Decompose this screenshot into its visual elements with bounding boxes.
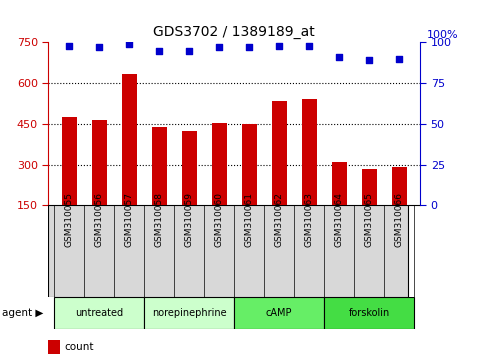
Bar: [324, 297, 414, 329]
Text: GSM310063: GSM310063: [305, 192, 314, 247]
Bar: [362, 169, 377, 205]
Bar: [182, 131, 197, 205]
Text: GSM310056: GSM310056: [95, 192, 104, 247]
Point: [275, 43, 283, 48]
Text: agent ▶: agent ▶: [2, 308, 43, 318]
Point: [396, 56, 403, 62]
Bar: [54, 297, 144, 329]
Text: GSM310059: GSM310059: [185, 192, 194, 247]
Bar: [302, 99, 317, 205]
Text: GSM310061: GSM310061: [245, 192, 254, 247]
Bar: [242, 125, 257, 205]
Point: [96, 45, 103, 50]
Point: [335, 54, 343, 60]
Bar: [62, 117, 77, 205]
Text: GSM310064: GSM310064: [335, 192, 344, 247]
Text: GSM310062: GSM310062: [275, 192, 284, 247]
Point: [126, 41, 133, 47]
Bar: [152, 127, 167, 205]
Text: count: count: [64, 342, 94, 352]
Point: [215, 45, 223, 50]
Bar: [212, 122, 227, 205]
Text: GSM310057: GSM310057: [125, 192, 134, 247]
Text: norepinephrine: norepinephrine: [152, 308, 227, 318]
Text: forskolin: forskolin: [349, 308, 390, 318]
Bar: [122, 74, 137, 205]
Bar: [392, 167, 407, 205]
Text: cAMP: cAMP: [266, 308, 293, 318]
Bar: [144, 297, 234, 329]
Text: untreated: untreated: [75, 308, 123, 318]
Bar: [272, 101, 287, 205]
Text: GSM310058: GSM310058: [155, 192, 164, 247]
Point: [365, 58, 373, 63]
Title: GDS3702 / 1389189_at: GDS3702 / 1389189_at: [154, 25, 315, 39]
Text: GSM310066: GSM310066: [395, 192, 404, 247]
Text: GSM310055: GSM310055: [65, 192, 74, 247]
Bar: [332, 162, 347, 205]
Text: GSM310065: GSM310065: [365, 192, 374, 247]
Point: [245, 45, 253, 50]
Point: [185, 48, 193, 53]
Bar: [234, 297, 324, 329]
Point: [156, 48, 163, 53]
Text: GSM310060: GSM310060: [215, 192, 224, 247]
Text: 100%: 100%: [427, 30, 459, 40]
Bar: [92, 120, 107, 205]
Point: [65, 43, 73, 48]
Point: [305, 43, 313, 48]
